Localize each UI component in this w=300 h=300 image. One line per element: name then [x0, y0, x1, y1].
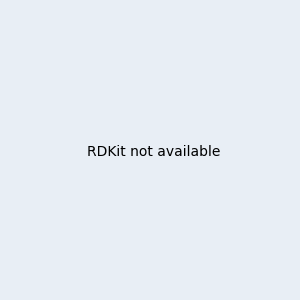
Text: RDKit not available: RDKit not available [87, 145, 220, 158]
